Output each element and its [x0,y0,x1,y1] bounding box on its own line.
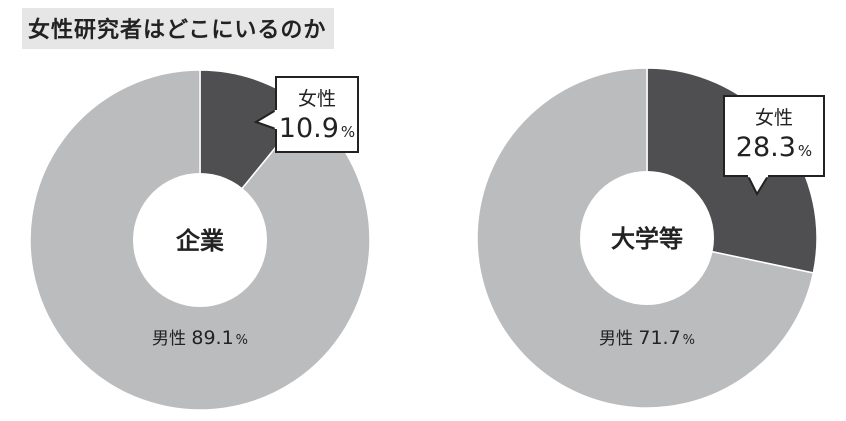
female-label: 女性 [755,107,793,129]
male-label-number: 89.1 [191,327,233,349]
female-value: 28.3% [736,132,812,163]
female-value: 10.9% [279,113,355,144]
female-value-unit: % [341,123,355,141]
male-label-unit: % [236,333,248,348]
chart-title: 女性研究者はどこにいるのか [28,18,327,43]
callout-box [723,95,825,177]
callout-box [275,76,359,153]
donut-hole [133,173,267,307]
male-label-unit: % [683,333,695,348]
female-value-unit: % [798,142,812,160]
male-slice [29,69,371,411]
female-value-number: 28.3 [736,132,796,163]
center-label: 大学等 [611,225,683,253]
male-label: 男性 71.7% [599,327,695,349]
title-banner: 女性研究者はどこにいるのか [22,8,335,49]
male-label-name: 男性 [152,329,191,349]
male-label-number: 71.7 [638,327,680,349]
female-label: 女性 [298,88,336,110]
donut-hole [580,171,714,305]
center-label: 企業 [176,227,224,255]
callout-pointer [747,175,769,197]
callout-pointer [253,109,277,130]
male-label: 男性 89.1% [152,327,248,349]
male-label-name: 男性 [599,329,638,349]
female-value-number: 10.9 [279,113,339,144]
